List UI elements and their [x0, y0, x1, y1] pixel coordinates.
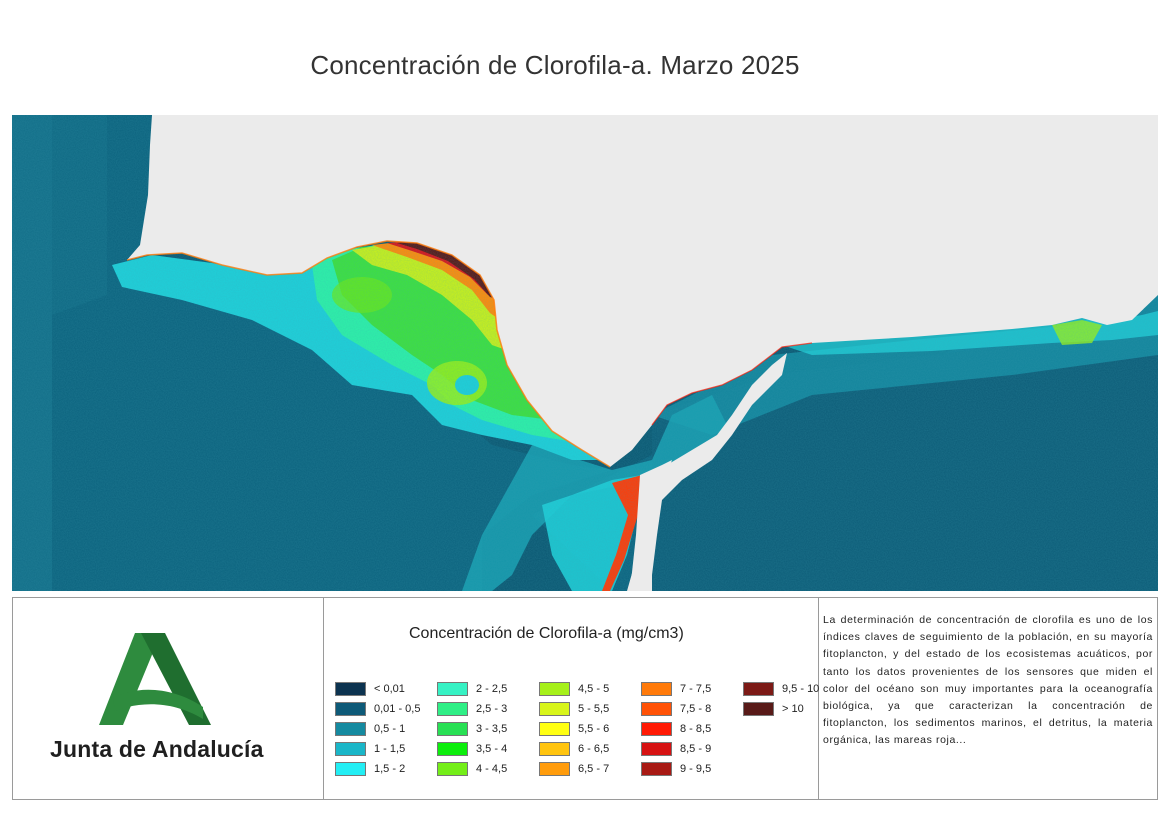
legend-item: 3,5 - 4	[437, 741, 507, 757]
legend-swatch	[437, 762, 468, 776]
legend-swatch	[335, 762, 366, 776]
legend-label: 2 - 2,5	[476, 683, 508, 695]
legend-swatch	[335, 722, 366, 736]
land-morocco-strip	[630, 460, 672, 591]
legend-item: 7 - 7,5	[641, 681, 711, 697]
legend-item: 3 - 3,5	[437, 721, 507, 737]
map-title: Concentración de Clorofila-a. Marzo 2025	[310, 50, 800, 80]
legend-item: 9,5 - 10	[743, 681, 819, 697]
legend-swatch	[539, 722, 570, 736]
legend-swatch	[437, 722, 468, 736]
legend-swatch	[437, 742, 468, 756]
panel-divider	[323, 598, 324, 799]
legend-item: 6 - 6,5	[539, 741, 609, 757]
legend-label: > 10	[782, 703, 804, 715]
legend-swatch	[641, 762, 672, 776]
legend-swatch	[539, 702, 570, 716]
panel-divider	[818, 598, 819, 799]
legend-label: 4,5 - 5	[578, 683, 610, 695]
legend-item: > 10	[743, 701, 804, 717]
legend-label: 0,01 - 0,5	[374, 703, 421, 715]
junta-andalucia-logo-icon	[99, 633, 211, 725]
legend-swatch	[539, 682, 570, 696]
legend-label: 4 - 4,5	[476, 763, 508, 775]
legend-swatch	[641, 682, 672, 696]
legend-label: < 0,01	[374, 683, 405, 695]
legend-swatch	[743, 682, 774, 696]
info-panel: Junta de Andalucía Concentración de Clor…	[12, 597, 1158, 800]
legend-swatch	[335, 742, 366, 756]
map-graphic	[12, 115, 1158, 591]
description-text: La determinación de concentración de clo…	[823, 614, 1153, 747]
legend-label: 7 - 7,5	[680, 683, 712, 695]
legend-item: 7,5 - 8	[641, 701, 711, 717]
legend-title: Concentración de Clorofila-a (mg/cm3)	[409, 625, 684, 642]
legend-item: 1,5 - 2	[335, 761, 405, 777]
land-spain	[127, 115, 1158, 467]
legend-label: 8,5 - 9	[680, 743, 712, 755]
legend-swatch	[539, 762, 570, 776]
legend-item: 4,5 - 5	[539, 681, 609, 697]
legend-swatch	[641, 722, 672, 736]
legend-label: 9 - 9,5	[680, 763, 712, 775]
legend-label: 3,5 - 4	[476, 743, 508, 755]
legend-swatch	[743, 702, 774, 716]
legend-item: 2,5 - 3	[437, 701, 507, 717]
legend-label: 5,5 - 6	[578, 723, 610, 735]
legend-item: 8,5 - 9	[641, 741, 711, 757]
legend-swatch	[335, 682, 366, 696]
legend-item: 2 - 2,5	[437, 681, 507, 697]
legend-swatch	[335, 702, 366, 716]
legend-label: 1 - 1,5	[374, 743, 406, 755]
legend-label: 9,5 - 10	[782, 683, 820, 695]
legend-item: 6,5 - 7	[539, 761, 609, 777]
coastline-east	[651, 342, 813, 426]
legend-label: 0,5 - 1	[374, 723, 406, 735]
legend-item: 9 - 9,5	[641, 761, 711, 777]
legend-item: 8 - 8,5	[641, 721, 711, 737]
legend-swatch	[539, 742, 570, 756]
legend: < 0,01 0,01 - 0,5 0,5 - 1 1 - 1,5 1,5 - 2 2 -…	[335, 681, 819, 791]
land-morocco	[627, 353, 787, 591]
legend-item: 0,5 - 1	[335, 721, 405, 737]
legend-label: 2,5 - 3	[476, 703, 508, 715]
legend-item: < 0,01	[335, 681, 405, 697]
legend-label: 3 - 3,5	[476, 723, 508, 735]
logo-text: Junta de Andalucía	[50, 736, 264, 762]
coastline	[126, 240, 611, 468]
legend-label: 5 - 5,5	[578, 703, 610, 715]
legend-item: 5,5 - 6	[539, 721, 609, 737]
legend-swatch	[641, 742, 672, 756]
legend-item: 5 - 5,5	[539, 701, 609, 717]
legend-item: 1 - 1,5	[335, 741, 405, 757]
legend-swatch	[437, 702, 468, 716]
legend-item: 0,01 - 0,5	[335, 701, 420, 717]
legend-swatch	[437, 682, 468, 696]
legend-item: 4 - 4,5	[437, 761, 507, 777]
legend-label: 8 - 8,5	[680, 723, 712, 735]
legend-swatch	[641, 702, 672, 716]
legend-label: 6 - 6,5	[578, 743, 610, 755]
legend-label: 1,5 - 2	[374, 763, 406, 775]
chlorophyll-map[interactable]	[12, 115, 1158, 591]
legend-label: 6,5 - 7	[578, 763, 610, 775]
legend-label: 7,5 - 8	[680, 703, 712, 715]
